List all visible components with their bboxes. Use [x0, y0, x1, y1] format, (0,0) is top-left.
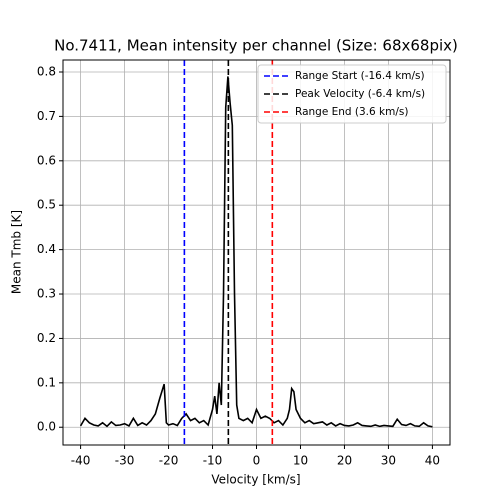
legend-text: Range Start (-16.4 km/s)	[295, 70, 425, 82]
y-tick-label: 0.7	[37, 109, 56, 123]
x-tick-label: -10	[203, 454, 223, 468]
y-tick-label: 0.0	[37, 420, 56, 434]
x-axis-label: Velocity [km/s]	[211, 473, 300, 487]
legend-text: Peak Velocity (-6.4 km/s)	[295, 88, 425, 100]
y-tick-label: 0.8	[37, 64, 56, 78]
y-tick-label: 0.4	[37, 242, 56, 256]
x-tick-label: -20	[159, 454, 179, 468]
x-tick-label: 10	[293, 454, 308, 468]
y-tick-label: 0.2	[37, 331, 56, 345]
y-tick-label: 0.6	[37, 153, 56, 167]
y-axis-label: Mean Tmb [K]	[10, 210, 24, 294]
x-tick-label: -30	[115, 454, 135, 468]
y-tick-label: 0.1	[37, 375, 56, 389]
y-tick-label: 0.3	[37, 287, 56, 301]
x-tick-label: 30	[381, 454, 396, 468]
x-tick-label: -40	[71, 454, 91, 468]
data-line	[79, 76, 433, 428]
legend-box	[257, 64, 447, 124]
x-tick-label: 20	[337, 454, 352, 468]
legend-text: Range End (3.6 km/s)	[295, 106, 408, 118]
x-tick-label: 0	[253, 454, 261, 468]
y-tick-label: 0.5	[37, 198, 56, 212]
chart-title: No.7411, Mean intensity per channel (Siz…	[54, 37, 458, 55]
x-tick-label: 40	[425, 454, 440, 468]
plot-frame	[62, 59, 451, 446]
